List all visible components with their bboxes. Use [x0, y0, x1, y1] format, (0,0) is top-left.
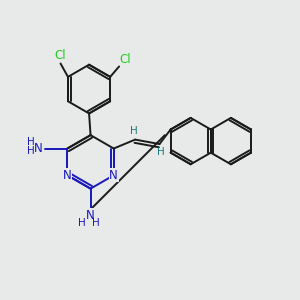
Text: H: H: [27, 137, 35, 147]
Text: H: H: [130, 126, 137, 136]
Text: H: H: [92, 218, 100, 227]
Text: H: H: [78, 218, 86, 227]
Text: N: N: [109, 169, 118, 182]
Text: N: N: [86, 209, 95, 222]
Text: Cl: Cl: [120, 53, 131, 66]
Text: N: N: [34, 142, 43, 155]
Text: H: H: [27, 146, 35, 156]
Text: N: N: [63, 169, 72, 182]
Text: H: H: [157, 147, 165, 158]
Text: Cl: Cl: [55, 49, 66, 62]
